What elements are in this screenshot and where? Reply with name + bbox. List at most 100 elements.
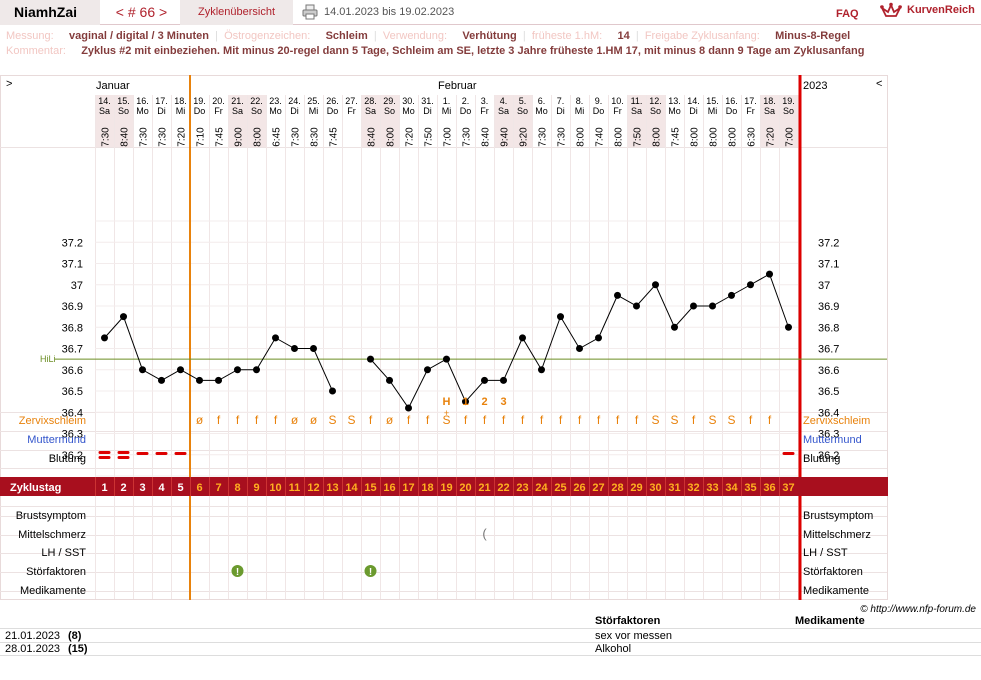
- scroll-right-control[interactable]: <: [876, 78, 882, 90]
- day-date: 18.: [174, 96, 187, 106]
- cycle-day-number: 10: [269, 482, 281, 494]
- y-tick-label-right: 36.6: [818, 365, 839, 377]
- footer-row-text: sex vor messen: [595, 630, 673, 642]
- day-weekday: Mi: [176, 106, 186, 116]
- day-date: 26.: [326, 96, 339, 106]
- measure-time: 8:40: [367, 127, 378, 147]
- row-label-blutung: Blutung: [803, 453, 840, 465]
- printer-icon[interactable]: [302, 4, 318, 20]
- cycle-overview-link[interactable]: Zyklenübersicht: [180, 0, 293, 25]
- day-date: 11.: [631, 96, 643, 106]
- day-date: 14.: [687, 96, 700, 106]
- day-date: 16.: [136, 96, 149, 106]
- separator: |: [632, 30, 642, 42]
- kommentar-label: Kommentar:: [6, 45, 66, 57]
- measure-time: 8:00: [652, 127, 663, 147]
- measure-time: 8:40: [120, 127, 131, 147]
- measure-time: 7:30: [139, 127, 150, 147]
- measure-time: 7:00: [443, 127, 454, 147]
- chart-header: > Januar Februar 2023 < 14.Sa7:3015.So8:…: [6, 78, 882, 147]
- temperature-point: [690, 302, 697, 310]
- zervix-symbol: S: [708, 413, 716, 427]
- temperature-point: [500, 376, 507, 384]
- separator: |: [519, 30, 529, 42]
- faq-link[interactable]: FAQ: [836, 8, 859, 20]
- y-tick-label-left: 37: [71, 280, 83, 292]
- day-date: 27.: [345, 96, 358, 106]
- measure-time: 8:00: [614, 127, 625, 147]
- y-tick-label-left: 37.1: [62, 259, 83, 271]
- cycle-day-number: 36: [763, 482, 775, 494]
- cycle-day-number: 32: [687, 482, 699, 494]
- warning-icon[interactable]: !: [364, 565, 377, 578]
- bleeding-mark-strong: [117, 451, 130, 454]
- temperature-point: [595, 334, 602, 342]
- zervix-symbol: f: [692, 413, 696, 427]
- separator: |: [370, 30, 380, 42]
- measure-time: 9:00: [234, 127, 245, 147]
- warning-icon-circle: [231, 565, 244, 577]
- day-date: 13.: [668, 96, 681, 106]
- warning-icon-circle: [364, 565, 377, 577]
- day-weekday: So: [118, 106, 129, 116]
- y-tick-label-left: 36.7: [62, 344, 83, 356]
- measurement-info: Messung: vaginal / digital / 3 Minuten |…: [6, 30, 850, 42]
- cycle-day-number: 4: [158, 482, 165, 494]
- hili-label: HiLi: [40, 354, 56, 364]
- weekend-shade: [760, 95, 779, 147]
- y-tick-label-left: 36.8: [62, 322, 83, 334]
- y-tick-label-right: 36.7: [818, 344, 839, 356]
- cycle-day-number: 14: [345, 482, 358, 494]
- cycle-navigator[interactable]: < # 66 >: [115, 4, 168, 20]
- username[interactable]: NiamhZai: [0, 0, 100, 25]
- kurvenreich-logo[interactable]: KurvenReich: [880, 2, 981, 22]
- temperature-curve: [101, 270, 792, 412]
- cycle-day-number: 21: [478, 482, 490, 494]
- day-date: 29.: [383, 96, 396, 106]
- bleeding-mark-light: [174, 452, 187, 455]
- mittelschmerz-icon: (: [482, 526, 487, 541]
- day-weekday: Sa: [764, 106, 775, 116]
- cycle-day-number: 23: [516, 482, 528, 494]
- temperature-line: [370, 273, 789, 409]
- cycle-date-range: 14.01.2023 bis 19.02.2023: [324, 6, 455, 18]
- bleeding-mark-light: [136, 452, 149, 455]
- row-label-muttermund: Muttermund: [803, 434, 862, 446]
- cycle-day-number: 33: [706, 482, 718, 494]
- day-weekday: Sa: [365, 106, 376, 116]
- day-weekday: Fr: [347, 106, 356, 116]
- day-date: 30.: [402, 96, 415, 106]
- day-weekday: Do: [194, 106, 206, 116]
- zervix-symbol: f: [768, 413, 772, 427]
- temperature-point: [766, 270, 773, 278]
- cycle-day-number: 25: [554, 482, 566, 494]
- comment-info: Kommentar: Zyklus #2 mit einbeziehen. Mi…: [6, 45, 864, 57]
- y-tick-label-right: 37.1: [818, 259, 839, 271]
- day-weekday: Fr: [214, 106, 223, 116]
- zervix-symbol: S: [651, 413, 659, 427]
- day-date: 6.: [538, 96, 546, 106]
- warning-icon[interactable]: !: [231, 565, 244, 578]
- cycle-day-number: 8: [234, 482, 240, 494]
- y-tick-label-right: 36.2: [818, 450, 839, 462]
- day-weekday: Di: [423, 106, 432, 116]
- measure-time: 6:45: [272, 127, 283, 147]
- y-tick-label-left: 37.2: [62, 237, 83, 249]
- scroll-left-control[interactable]: >: [6, 78, 12, 90]
- cycle-day-number: 22: [497, 482, 509, 494]
- row-label-lh: LH / SST: [803, 547, 848, 559]
- day-date: 9.: [595, 96, 603, 106]
- day-weekday: So: [251, 106, 262, 116]
- temperature-point: [234, 366, 241, 374]
- day-weekday: Mi: [708, 106, 718, 116]
- day-weekday: Mo: [668, 106, 681, 116]
- cycle-day-number: 37: [782, 482, 794, 494]
- row-label-medi: Medikamente: [20, 585, 86, 597]
- temperature-point: [671, 323, 678, 331]
- weekend-shade: [228, 95, 247, 147]
- temperature-point: [709, 302, 716, 310]
- day-weekday: Mo: [136, 106, 149, 116]
- bleeding-mark-light: [782, 452, 795, 455]
- zervix-symbol: f: [749, 413, 753, 427]
- measure-time: 8:40: [481, 127, 492, 147]
